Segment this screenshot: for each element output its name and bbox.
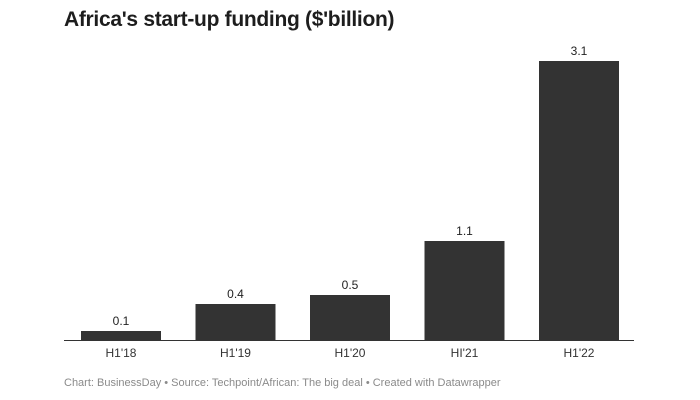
bar: [81, 331, 161, 340]
data-label: 0.4: [227, 287, 244, 301]
chart-footer: Chart: BusinessDay • Source: Techpoint/A…: [64, 377, 501, 389]
data-label: 0.5: [342, 278, 359, 292]
bar: [539, 61, 619, 340]
bar: [195, 304, 276, 340]
x-tick-label: HI'21: [451, 346, 479, 360]
data-label: 1.1: [456, 224, 473, 238]
x-tick-label: H1'22: [564, 346, 595, 360]
bar: [424, 241, 505, 340]
data-label: 3.1: [571, 44, 588, 58]
x-tick-label: H1'19: [220, 346, 251, 360]
chart-title: Africa's start-up funding ($'billion): [64, 8, 395, 31]
x-tick-label: H1'18: [106, 346, 137, 360]
bar: [310, 295, 390, 340]
data-label: 0.1: [113, 314, 130, 328]
x-tick-label: H1'20: [335, 346, 366, 360]
